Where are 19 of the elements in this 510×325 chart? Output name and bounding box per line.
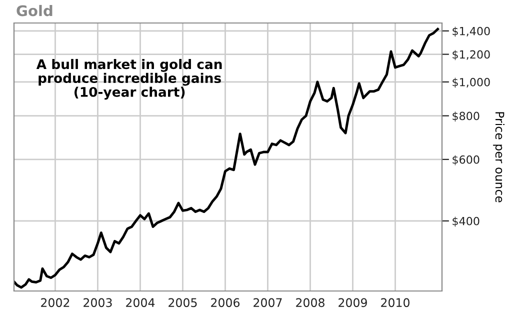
- chart-title: Gold: [16, 4, 52, 16]
- y-tick-label: $1,400: [452, 26, 490, 37]
- line-series: [14, 28, 439, 289]
- y-tick-label: $800: [452, 112, 480, 122]
- y-tick-label: $600: [452, 155, 480, 166]
- y-tick-label: $400: [452, 216, 480, 227]
- x-tick-label: 2006: [211, 298, 240, 308]
- x-tick-label: 2004: [126, 298, 155, 308]
- x-tick-label: 2010: [381, 298, 410, 308]
- x-tick-label: 2002: [41, 298, 70, 308]
- annotation: A bull market in gold can produce incredible gains (10-year chart): [36, 58, 222, 100]
- x-tick-label: 2005: [168, 298, 197, 308]
- y-tick-label: $1,200: [452, 50, 490, 60]
- y-tick-label: $1,000: [452, 78, 490, 88]
- x-tick-label: 2008: [296, 298, 324, 308]
- x-tick-label: 2007: [254, 298, 282, 308]
- y-axis-title: Price per ounce: [493, 112, 504, 202]
- x-tick-label: 2009: [338, 298, 367, 308]
- x-tick-label: 2003: [84, 298, 112, 308]
